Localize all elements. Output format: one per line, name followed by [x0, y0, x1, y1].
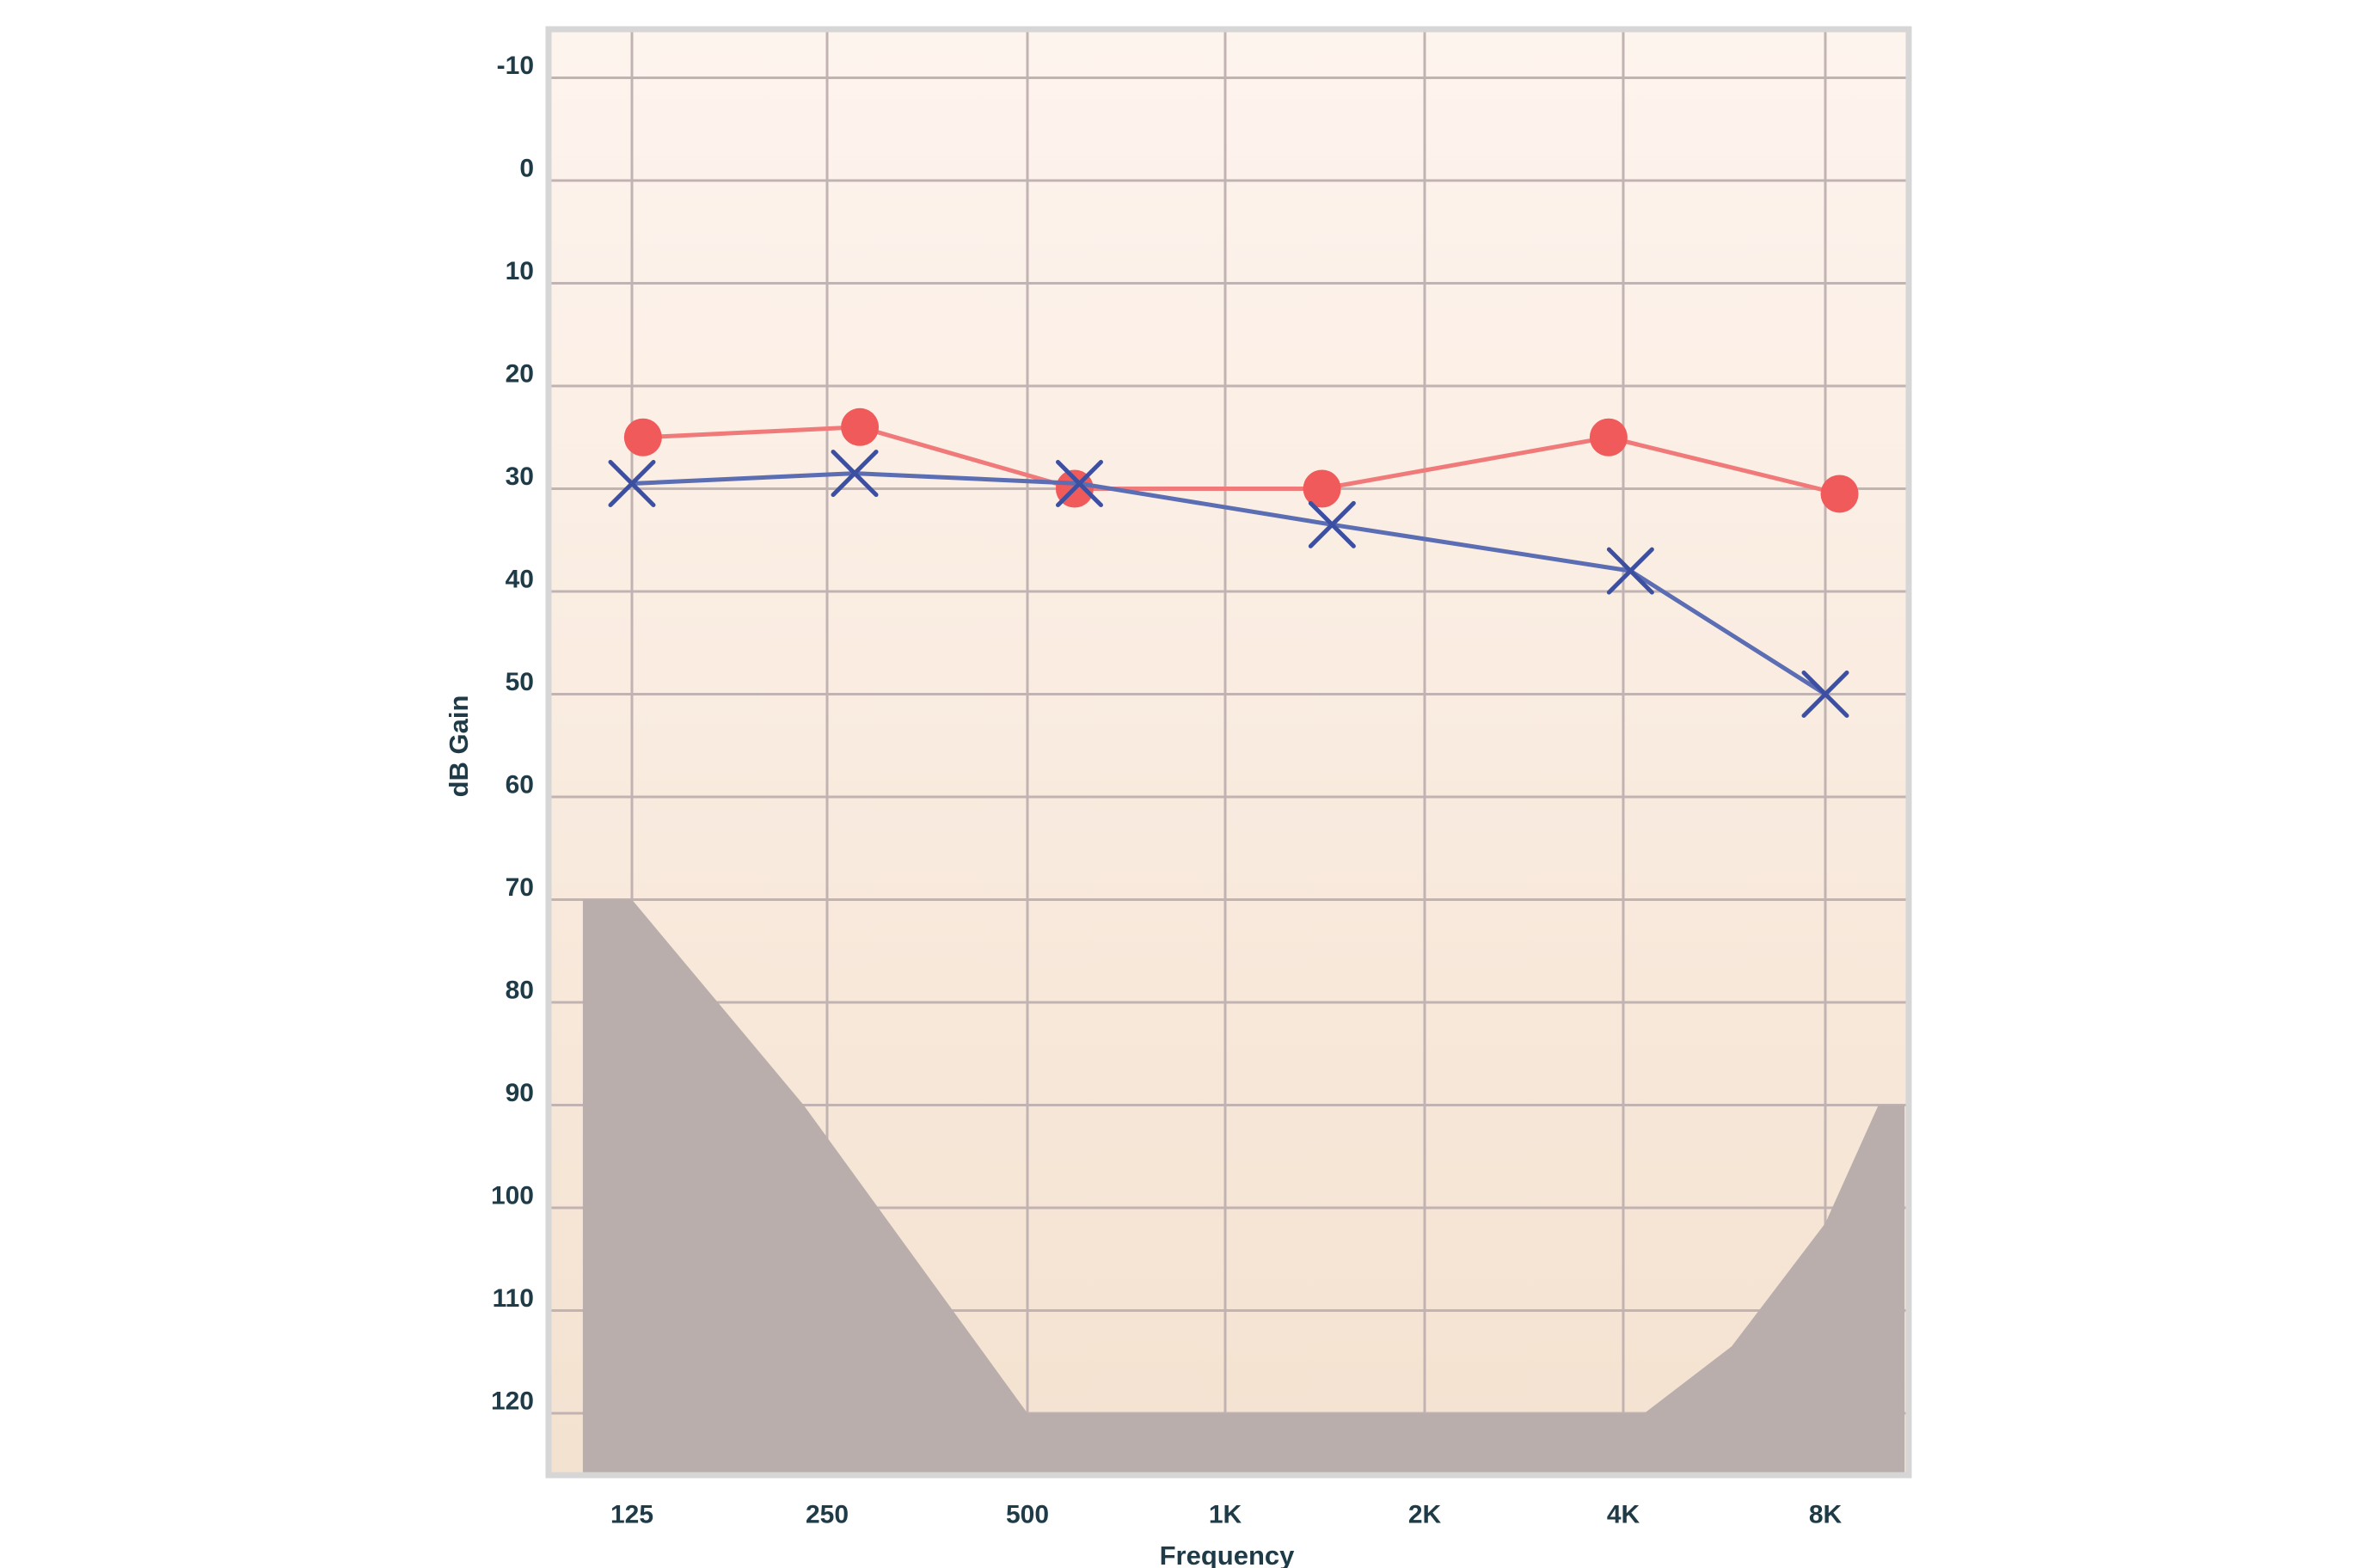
y-tick-label: 80 [506, 977, 534, 1005]
cross-marker [1606, 547, 1654, 595]
circle-marker [841, 407, 880, 446]
circle-marker [1820, 475, 1859, 513]
cross-stroke [608, 460, 656, 508]
series-cross-line [629, 471, 1828, 696]
cross-stroke [1801, 671, 1849, 718]
y-tick-labels: -10 0 10 20 30 40 50 60 70 80 90 100 110 120 [491, 52, 534, 1416]
x-tick-label: 500 [1006, 1501, 1049, 1529]
y-tick-label: 10 [506, 257, 534, 285]
x-tick-labels: 125 250 500 1K 2K 4K 8K [610, 1501, 1843, 1529]
shaded-region [582, 899, 1905, 1473]
circle-marker [1589, 418, 1628, 456]
y-tick-label: 20 [506, 360, 534, 389]
cross-stroke [1308, 500, 1356, 548]
y-tick-label: 120 [491, 1387, 534, 1416]
y-tick-label: 90 [506, 1079, 534, 1107]
cross-stroke [831, 450, 879, 498]
y-tick-label: 100 [491, 1182, 534, 1210]
cross-marker [831, 450, 879, 498]
y-tick-label: 70 [506, 873, 534, 902]
cross-marker [1308, 500, 1356, 548]
cross-marker [608, 460, 656, 508]
y-tick-label: -10 [497, 52, 534, 80]
cross-stroke [1055, 460, 1103, 508]
plot-frame [545, 26, 1912, 1479]
y-tick-label: 40 [506, 566, 534, 594]
x-axis-title: Frequency [1160, 1540, 1296, 1568]
y-tick-label: 0 [519, 155, 534, 183]
x-tick-label: 125 [610, 1501, 653, 1529]
cross-stroke [1606, 547, 1654, 595]
y-tick-label: 110 [493, 1284, 534, 1313]
y-tick-label: 30 [506, 462, 534, 491]
circle-marker [623, 418, 662, 456]
grid-lines [551, 31, 1907, 1473]
y-tick-label: 50 [506, 668, 534, 696]
cross-marker [1801, 671, 1849, 718]
y-tick-label: 60 [506, 771, 534, 799]
x-tick-label: 1K [1209, 1501, 1242, 1529]
series-layer [608, 407, 1859, 718]
x-tick-label: 2K [1408, 1501, 1442, 1529]
circle-marker [1303, 469, 1341, 508]
series-circle-line [641, 425, 1842, 496]
shaded-region-layer [582, 899, 1905, 1473]
x-tick-label: 250 [806, 1501, 849, 1529]
x-tick-label: 4K [1607, 1501, 1640, 1529]
x-tick-label: 8K [1809, 1501, 1843, 1529]
y-axis-title: dB Gain [444, 695, 474, 798]
cross-marker [1055, 460, 1103, 508]
